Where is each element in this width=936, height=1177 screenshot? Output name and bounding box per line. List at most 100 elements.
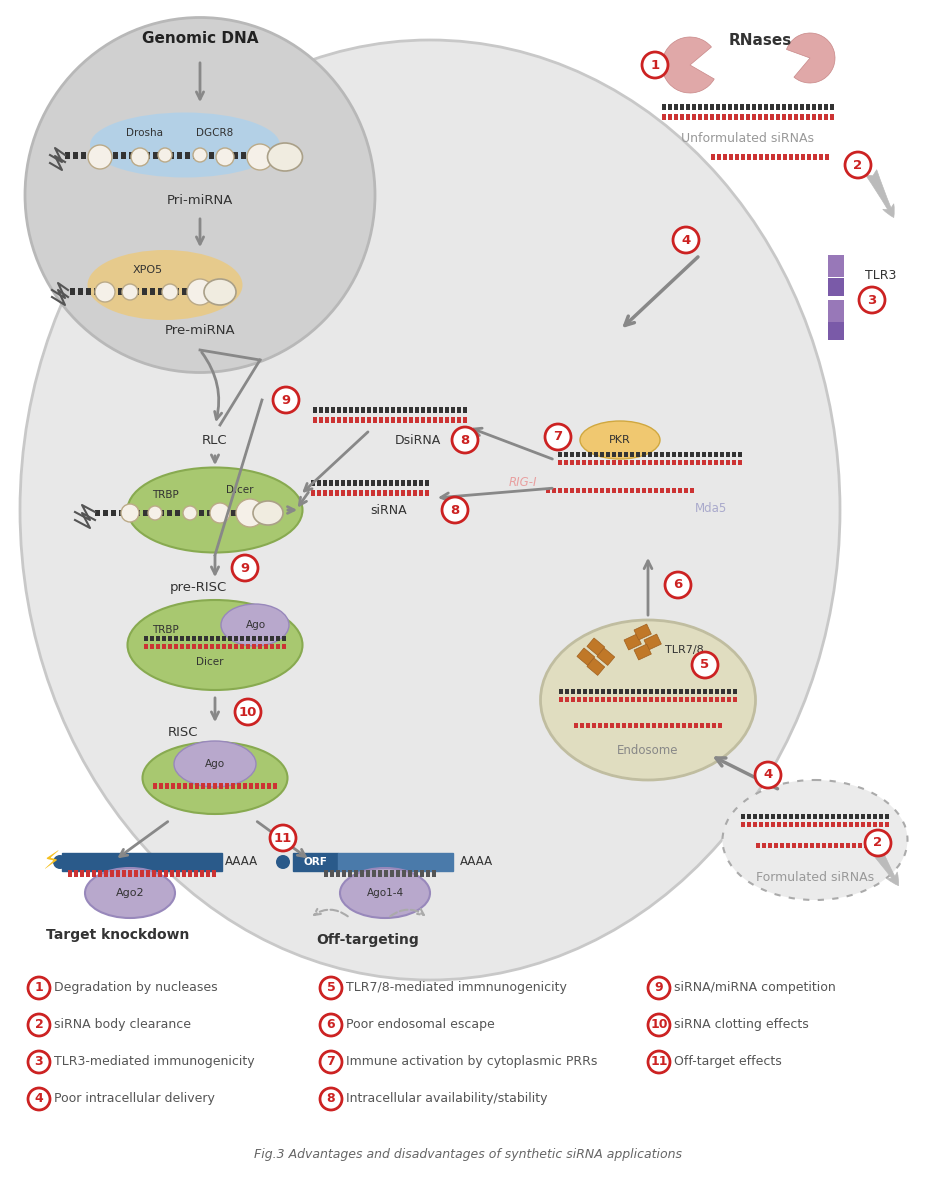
Ellipse shape [127, 600, 302, 690]
Bar [636, 459, 639, 465]
Bar [406, 480, 411, 486]
Bar [586, 638, 604, 656]
Bar [799, 114, 803, 120]
Text: siRNA body clearance: siRNA body clearance [54, 1018, 191, 1031]
Bar [337, 417, 341, 423]
Bar [153, 152, 158, 159]
Bar [607, 697, 610, 701]
Bar [388, 480, 392, 486]
Bar [866, 813, 870, 818]
Bar [210, 636, 213, 640]
Bar [720, 689, 724, 693]
Bar [256, 152, 262, 159]
Bar [199, 871, 204, 878]
Text: pre-RISC: pre-RISC [169, 581, 227, 594]
Bar [152, 871, 155, 878]
Bar [249, 783, 253, 789]
Bar [216, 644, 220, 649]
Bar [667, 104, 671, 109]
Bar [623, 459, 627, 465]
Bar [630, 689, 635, 693]
Bar [551, 487, 555, 492]
Bar [806, 813, 811, 818]
Bar [785, 843, 789, 847]
Bar [270, 636, 273, 640]
Bar [462, 407, 466, 413]
Bar [144, 644, 148, 649]
Bar [596, 649, 614, 665]
Bar [612, 697, 616, 701]
Bar [376, 490, 381, 496]
Bar [653, 487, 657, 492]
Circle shape [95, 282, 115, 302]
Bar [775, 104, 779, 109]
Bar [830, 822, 834, 826]
Text: Drosha: Drosha [126, 128, 163, 138]
Bar [150, 636, 154, 640]
Bar [763, 104, 768, 109]
Bar [714, 689, 718, 693]
Bar [732, 697, 737, 701]
Bar [94, 288, 99, 295]
Bar [439, 417, 443, 423]
Bar [68, 871, 72, 878]
Bar [324, 871, 328, 878]
Bar [600, 689, 605, 693]
Bar [225, 783, 228, 789]
Bar [609, 723, 613, 727]
Text: Formulated siRNAs: Formulated siRNAs [755, 871, 873, 884]
Bar [360, 417, 365, 423]
Text: 9: 9 [654, 982, 663, 995]
Bar [854, 822, 858, 826]
Bar [183, 783, 187, 789]
Bar [857, 843, 861, 847]
Bar [860, 813, 864, 818]
Bar [839, 843, 843, 847]
Bar [240, 644, 243, 649]
Bar [182, 288, 187, 295]
Bar [709, 104, 713, 109]
Bar [377, 871, 382, 878]
Circle shape [442, 497, 467, 523]
Bar [672, 697, 677, 701]
Bar [629, 452, 634, 457]
Bar [378, 417, 383, 423]
Bar [618, 459, 622, 465]
Bar [745, 114, 749, 120]
Text: 3: 3 [35, 1056, 43, 1069]
Ellipse shape [127, 467, 302, 552]
Circle shape [320, 1051, 342, 1073]
Bar [62, 853, 222, 871]
Text: 7: 7 [327, 1056, 335, 1069]
Bar [113, 152, 118, 159]
Text: DGCR8: DGCR8 [197, 128, 233, 138]
Text: Dicer: Dicer [226, 485, 254, 496]
Circle shape [648, 1015, 669, 1036]
Bar [246, 636, 250, 640]
Bar [257, 636, 262, 640]
Ellipse shape [540, 620, 754, 780]
Text: 11: 11 [650, 1056, 667, 1069]
Bar [634, 624, 651, 640]
Bar [821, 843, 826, 847]
Bar [659, 487, 664, 492]
Ellipse shape [204, 279, 236, 305]
Bar [134, 288, 139, 295]
Bar [695, 452, 699, 457]
Bar [812, 114, 815, 120]
Bar [770, 154, 774, 160]
Text: Dicer: Dicer [196, 657, 224, 667]
Bar [588, 452, 592, 457]
Ellipse shape [87, 250, 242, 320]
Bar [791, 843, 796, 847]
Text: Endosome: Endosome [617, 744, 678, 757]
Bar [702, 689, 707, 693]
Bar [787, 114, 791, 120]
Bar [343, 417, 346, 423]
Text: Mda5: Mda5 [695, 501, 726, 514]
Bar [427, 417, 431, 423]
Bar [659, 452, 664, 457]
Bar [708, 459, 711, 465]
Text: 3: 3 [867, 293, 876, 306]
Bar [629, 459, 634, 465]
